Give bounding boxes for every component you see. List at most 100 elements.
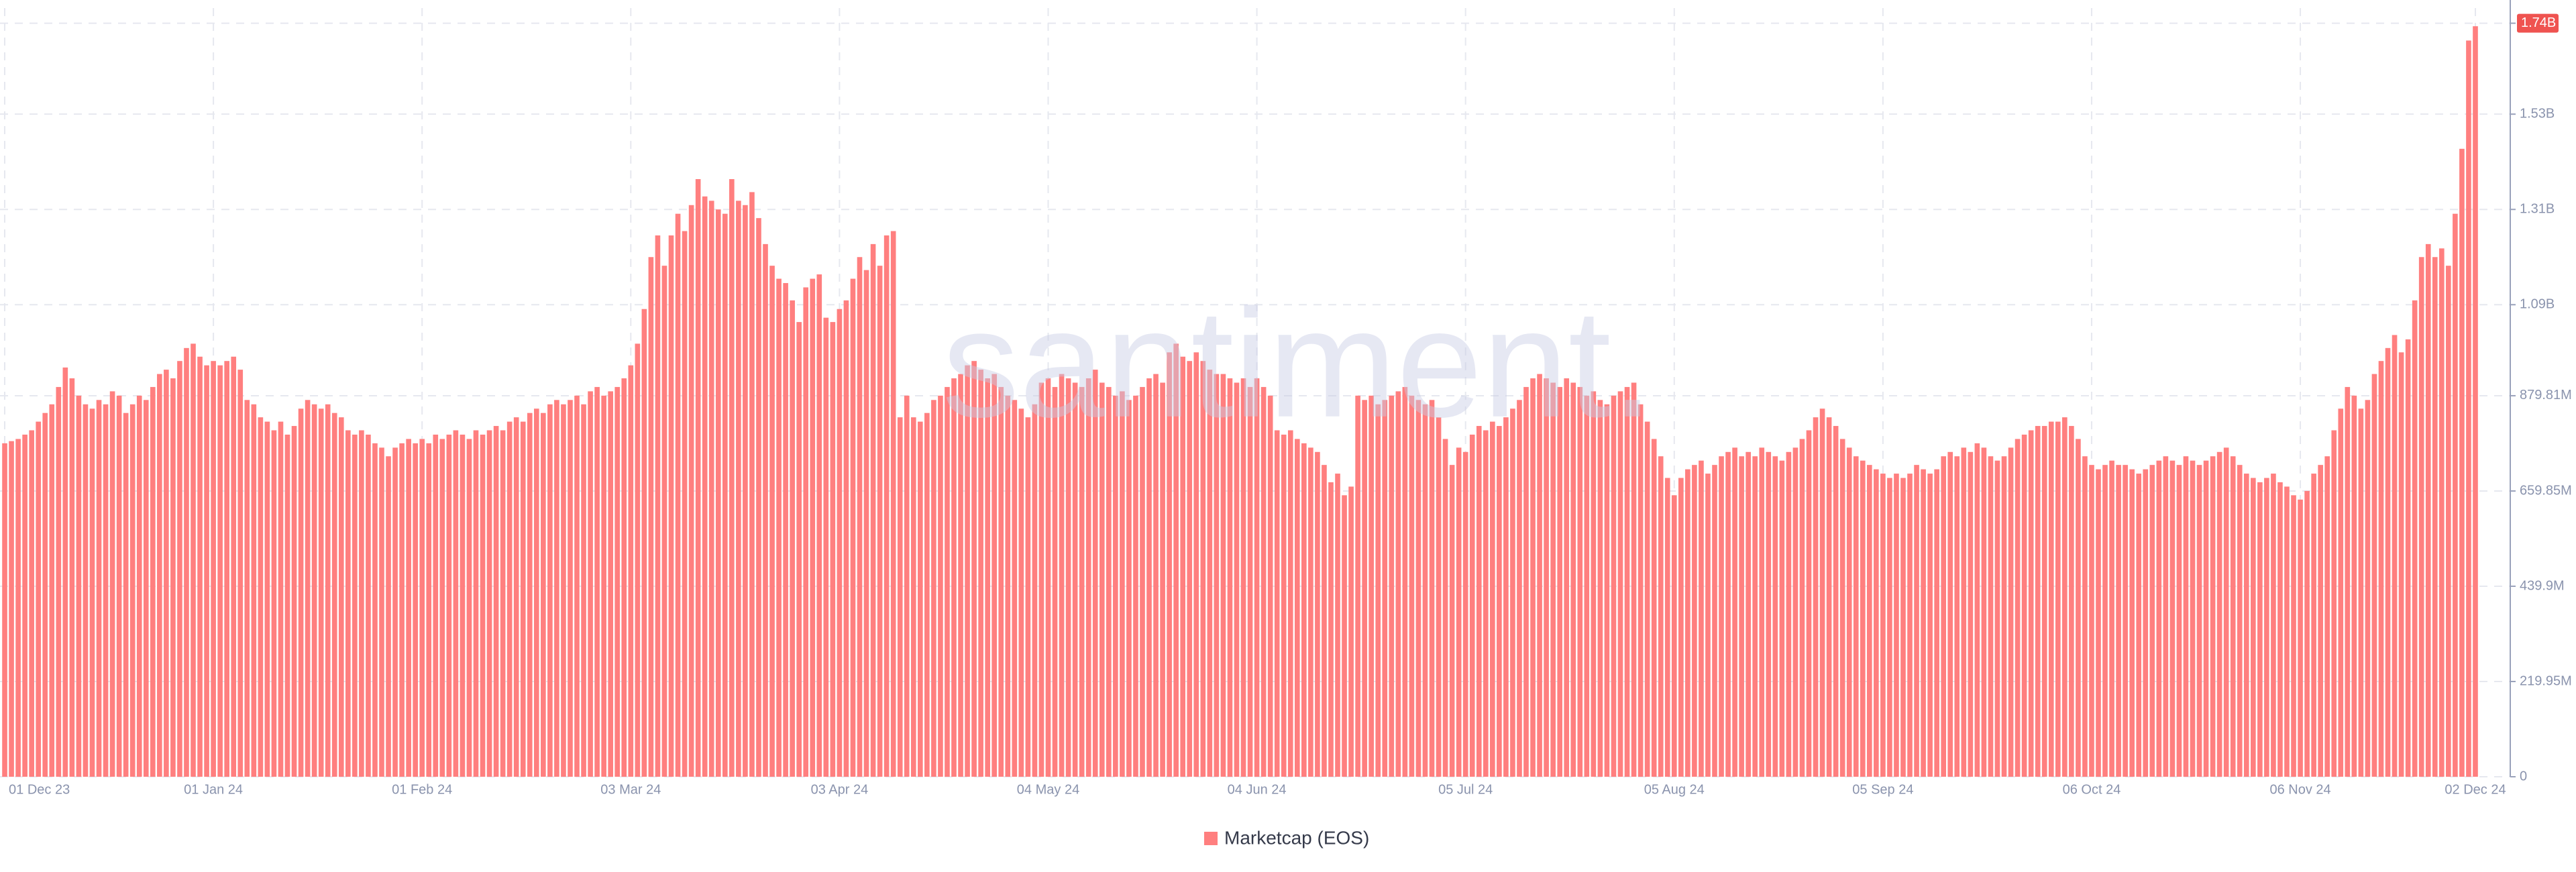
bar (796, 322, 802, 777)
bar (433, 434, 439, 777)
bar (1059, 374, 1065, 777)
bar (2041, 426, 2047, 777)
bar (96, 400, 102, 777)
bar (910, 417, 916, 777)
bar (1429, 400, 1435, 777)
bar (318, 408, 324, 777)
bar (331, 413, 337, 777)
bar (1335, 474, 1340, 777)
bar (1746, 451, 1751, 777)
bar (1120, 391, 1125, 777)
bar (715, 209, 721, 777)
bar (1342, 495, 1347, 777)
bar (305, 400, 311, 777)
bar (1921, 469, 1926, 777)
x-tick-label: 05 Sep 24 (1852, 782, 1913, 797)
bar (136, 395, 142, 777)
bar (1597, 400, 1603, 777)
bar (116, 395, 122, 777)
bar (1974, 443, 1980, 777)
bar (2298, 499, 2303, 777)
bar (2, 443, 7, 777)
bar (1900, 478, 1906, 777)
bar (426, 443, 432, 777)
bar (883, 235, 890, 777)
bar (682, 231, 688, 777)
bar (2156, 460, 2162, 777)
bar (1772, 456, 1778, 777)
bar (601, 395, 606, 777)
bar (2466, 40, 2471, 777)
bar (2324, 456, 2330, 777)
bar (708, 201, 714, 777)
bar (1092, 370, 1098, 777)
x-tick-label: 06 Nov 24 (2269, 782, 2330, 797)
bar (2196, 465, 2202, 777)
bar (480, 434, 486, 777)
bar (1503, 417, 1509, 777)
y-tick-label: 1.09B (2520, 297, 2555, 312)
bar (1651, 439, 1657, 777)
bar (729, 179, 735, 777)
bar (1752, 456, 1758, 777)
bar (668, 235, 674, 777)
bar (1260, 386, 1267, 777)
bar (1712, 465, 1717, 777)
bar (278, 421, 284, 777)
bar (1355, 395, 1360, 777)
bar (1133, 395, 1138, 777)
bar (1839, 439, 1845, 777)
bar (1617, 391, 1623, 777)
bar (1005, 395, 1011, 777)
bar (2163, 456, 2169, 777)
bar (69, 378, 75, 777)
bar (1866, 465, 1872, 777)
bar (1079, 386, 1085, 777)
bar (870, 243, 876, 777)
bar (837, 309, 843, 777)
bar (1550, 382, 1556, 777)
bar (904, 395, 910, 777)
bar (2203, 460, 2209, 777)
bar (2271, 474, 2276, 777)
bar (298, 408, 304, 777)
bar (1631, 382, 1637, 777)
x-tick-label: 06 Oct 24 (2063, 782, 2121, 797)
bar (1227, 378, 1233, 777)
bar (965, 365, 970, 777)
bar (1934, 469, 1939, 777)
bar (62, 367, 68, 777)
bar (1294, 439, 1300, 777)
bar (2169, 460, 2176, 777)
bar (823, 317, 829, 777)
bar (1160, 382, 1165, 777)
bar (951, 378, 957, 777)
bar (1018, 408, 1024, 777)
bar (2210, 456, 2216, 777)
bar (264, 421, 270, 777)
y-tick-label: 879.81M (2520, 388, 2572, 402)
bar (1994, 460, 2000, 777)
bar (931, 400, 936, 777)
bar (338, 417, 344, 777)
bar (1664, 478, 1670, 777)
bar (406, 439, 411, 777)
bar (1685, 469, 1690, 777)
bar (2237, 465, 2243, 777)
bar (2277, 482, 2283, 777)
bar (1819, 408, 1825, 777)
bar (1907, 474, 1913, 777)
bar (76, 395, 82, 777)
bar (258, 417, 264, 777)
bar (2358, 408, 2364, 777)
bar (500, 430, 506, 777)
bar (722, 213, 728, 777)
bar (1368, 395, 1375, 777)
bar (1719, 456, 1724, 777)
bar (1442, 439, 1448, 777)
bar (466, 439, 472, 777)
bar (1301, 443, 1307, 777)
legend-swatch (1204, 832, 1218, 845)
bar (493, 426, 499, 777)
bar (1833, 426, 1839, 777)
